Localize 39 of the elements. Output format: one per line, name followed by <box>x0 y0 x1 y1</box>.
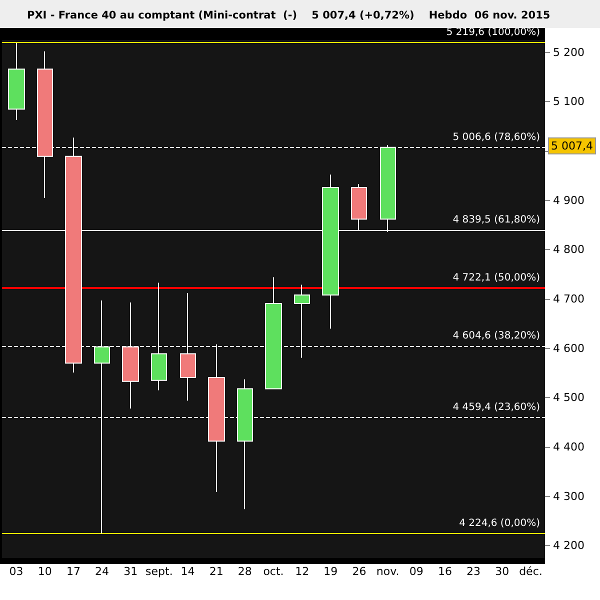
x-tick-label: 10 <box>38 565 52 578</box>
ref-line-label: 4 839,5 (61,80%) <box>452 214 540 226</box>
x-tick-label: 03 <box>9 565 24 578</box>
x-tick-label: déc. <box>519 565 542 578</box>
x-tick-label: nov. <box>376 565 400 578</box>
y-tick-label: 4 900 <box>553 194 584 207</box>
y-tick-label: 5 100 <box>553 95 584 108</box>
text: 5 007,4 <box>551 139 593 152</box>
x-tick-label: 31 <box>124 565 138 578</box>
y-tick-label: 4 500 <box>553 391 584 404</box>
x-tick-label: 26 <box>352 565 366 578</box>
y-tick-label: 4 800 <box>553 243 584 256</box>
y-tick-label: 4 700 <box>553 292 584 306</box>
ref-line-label: 4 722,1 (50,00%) <box>452 272 540 284</box>
x-tick-label: 16 <box>438 565 452 578</box>
x-tick-label: 09 <box>409 565 424 578</box>
ref-line-label: 4 604,6 (38,20%) <box>452 330 540 342</box>
x-tick-label: 19 <box>324 565 338 578</box>
y-tick-label: 4 600 <box>553 342 584 355</box>
ref-line-label: 4 459,4 (23,60%) <box>452 402 540 414</box>
y-tick-label: 5 200 <box>553 46 584 59</box>
x-tick-label: sept. <box>146 565 173 578</box>
x-tick-label: 21 <box>209 565 224 578</box>
y-tick-label: 4 200 <box>553 539 584 552</box>
x-tick-label: 24 <box>95 565 110 578</box>
x-tick-label: 28 <box>238 565 252 578</box>
x-tick-label: oct. <box>263 565 284 578</box>
y-tick-label: 4 400 <box>553 440 584 454</box>
ref-line-label: 4 224,6 (0,00%) <box>459 518 540 530</box>
ref-line-label: 5 006,6 (78,60%) <box>452 132 540 144</box>
x-tick-label: 12 <box>295 565 310 578</box>
x-tick-label: 23 <box>466 565 481 578</box>
x-tick-label: 14 <box>180 565 195 578</box>
y-tick-label: 4 300 <box>553 490 584 503</box>
candlestick <box>8 42 25 120</box>
x-tick-label: 30 <box>495 565 510 578</box>
chart-title: PXI - France 40 au comptant (Mini-contrat (-) 5 007,4 (+0,72%) Hebdo 06 nov. 2015 <box>27 10 550 22</box>
x-tick-label: 17 <box>66 565 80 578</box>
ref-line-label: 5 219,6 (100,00%) <box>446 27 540 38</box>
